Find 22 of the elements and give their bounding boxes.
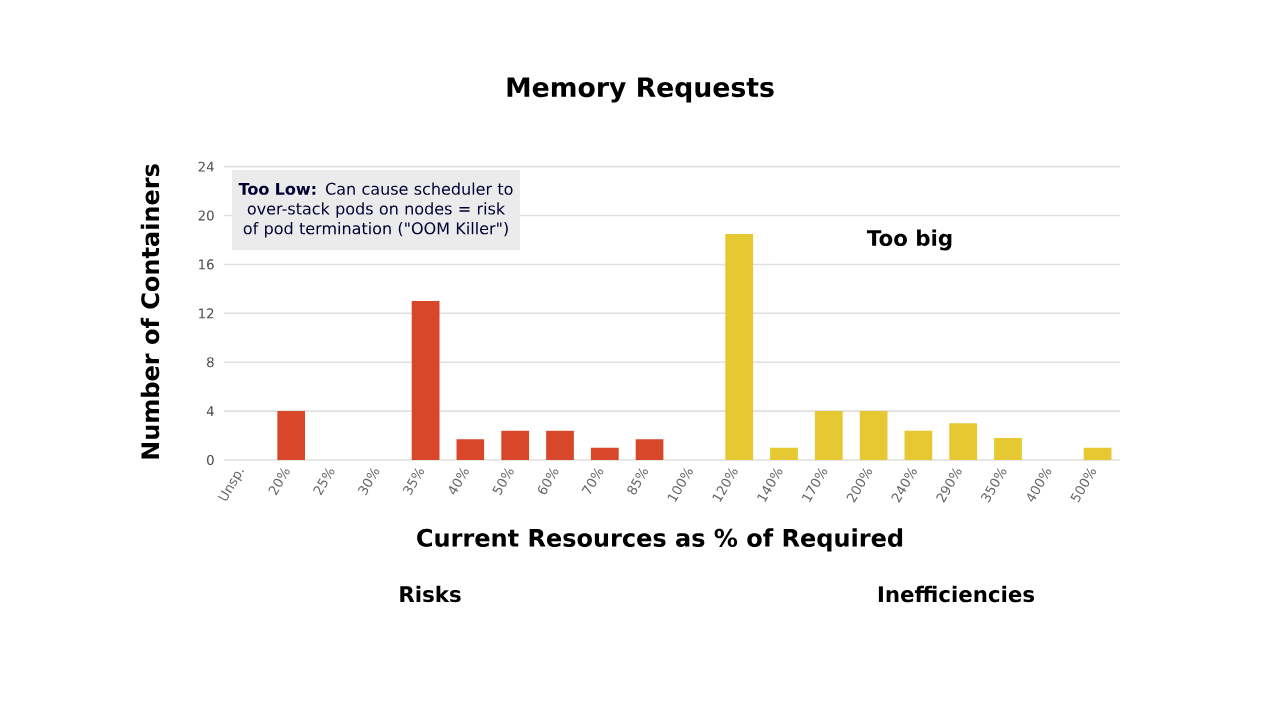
bar bbox=[904, 430, 933, 460]
annotation: Too Low: Can cause scheduler to over-stack pods on nodes = risk of pod termination ("OOM Killer") bbox=[238, 182, 513, 238]
text: Risks bbox=[400, 585, 461, 603]
bar bbox=[949, 423, 978, 460]
bar bbox=[859, 411, 888, 460]
bar bbox=[501, 430, 530, 460]
y-axis-title: Number of Containers bbox=[140, 164, 160, 459]
bar bbox=[1083, 447, 1112, 460]
bar bbox=[546, 430, 574, 460]
bar bbox=[635, 439, 664, 460]
bar bbox=[277, 411, 306, 460]
bar bbox=[814, 411, 843, 460]
chart-title: Memory Requests bbox=[507, 77, 774, 103]
bar bbox=[590, 447, 619, 460]
annotation: Too big bbox=[866, 229, 952, 251]
x-axis-title: Current Resources as % of Required bbox=[417, 528, 903, 552]
bar bbox=[456, 439, 485, 460]
bar bbox=[725, 233, 754, 460]
bar bbox=[994, 437, 1022, 460]
bar bbox=[411, 301, 440, 460]
bar bbox=[770, 447, 798, 460]
text: Inefficiencies bbox=[878, 585, 1035, 603]
